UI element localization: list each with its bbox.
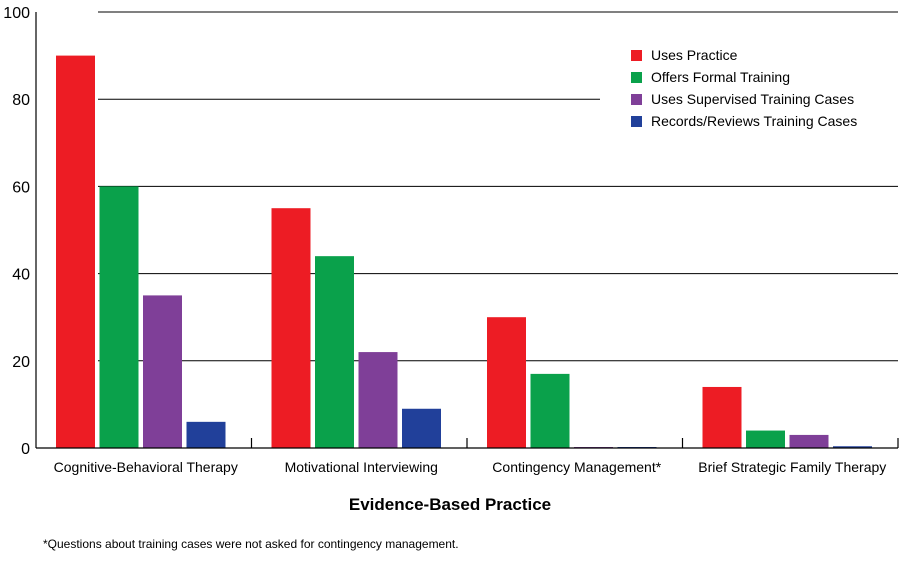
footnote: *Questions about training cases were not…: [43, 537, 459, 551]
bar: [315, 256, 354, 448]
legend-swatch: [631, 72, 642, 83]
y-tick-label: 20: [12, 354, 30, 371]
x-tick-label: Motivational Interviewing: [285, 459, 438, 475]
bar: [702, 386, 742, 448]
y-tick-label: 60: [12, 179, 30, 196]
y-tick-label: 100: [3, 5, 30, 22]
bar: [789, 434, 829, 448]
y-tick-label: 0: [21, 441, 30, 458]
bars: [56, 55, 872, 448]
bar: [56, 55, 95, 448]
legend-label: Uses Supervised Training Cases: [651, 91, 854, 107]
legend: Uses Practice Offers Formal Training Uses …: [600, 40, 898, 140]
x-tick-label: Contingency Management*: [492, 459, 661, 475]
bar: [186, 421, 226, 448]
bar: [833, 446, 872, 448]
y-tick-label: 40: [12, 267, 30, 284]
x-tick-label: Brief Strategic Family Therapy: [698, 459, 886, 475]
bar: [746, 430, 785, 448]
bar: [358, 352, 398, 448]
legend-label: Uses Practice: [651, 47, 738, 63]
bar: [271, 208, 311, 448]
bar: [402, 408, 441, 448]
legend-background: [600, 40, 898, 140]
bar: [143, 295, 182, 448]
legend-swatch: [631, 50, 642, 61]
bar: [530, 373, 570, 448]
axes: 0 20 40 60 80 100 Cognitive-Behavioral Therapy…: [3, 5, 899, 475]
legend-label: Records/Reviews Training Cases: [651, 113, 857, 129]
x-axis-title: Evidence-Based Practice: [349, 495, 551, 514]
bar: [99, 186, 139, 448]
bar: [487, 317, 526, 448]
legend-label: Offers Formal Training: [651, 69, 790, 85]
legend-swatch: [631, 94, 642, 105]
y-tick-label: 80: [12, 92, 30, 109]
legend-swatch: [631, 116, 642, 127]
x-tick-label: Cognitive-Behavioral Therapy: [54, 459, 238, 475]
